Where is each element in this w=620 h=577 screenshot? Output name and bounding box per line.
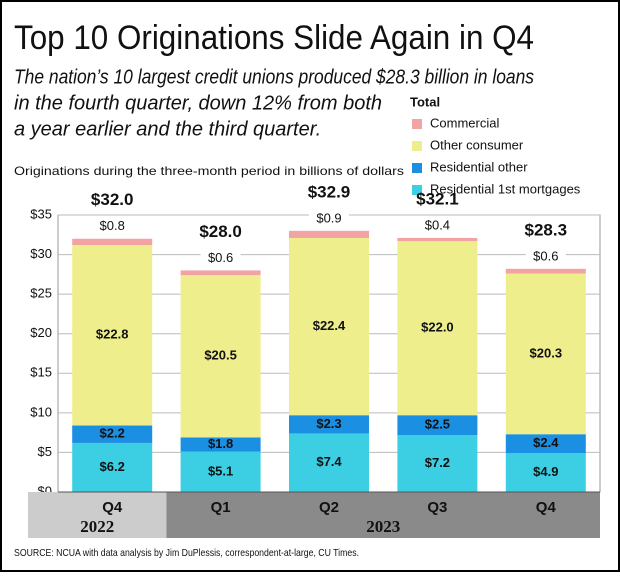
value-label: $5.1 [208,463,233,478]
bar-segment [180,437,261,452]
bar-segment [72,425,153,443]
legend-label: Commercial [430,115,499,130]
value-label: $0.6 [208,250,233,265]
bar-segment [505,273,586,435]
x-tick-label: Q3 [427,499,447,516]
subtitle-line: The nation’s 10 largest credit unions pr… [14,66,534,88]
legend-label: Residential 1st mortgages [430,181,581,196]
bar-segment [289,433,369,492]
y-axis-label: Originations during the three-month peri… [14,164,404,178]
year-box [166,492,600,538]
year-label: 2022 [80,517,114,536]
bar-segment [397,237,478,242]
value-label: $1.8 [208,436,233,451]
value-label: $2.5 [425,417,450,432]
legend-swatch [412,185,422,195]
value-label: $20.3 [530,345,563,360]
total-label: $28.0 [199,222,242,241]
x-tick-label: Q2 [319,499,339,516]
value-label: $20.5 [204,348,237,363]
value-label: $22.8 [96,327,129,342]
y-tick-label: $15 [30,365,52,380]
legend-swatch [412,119,422,129]
y-tick-label: $10 [30,404,52,419]
subtitle-line: a year earlier and the third quarter. [14,118,321,140]
legend-label: Residential other [430,159,528,174]
bar-segment [397,241,478,416]
bar-segment [180,270,261,276]
legend-title: Total [410,94,440,109]
value-label: $2.3 [316,416,341,431]
bar-segment [180,275,261,438]
y-tick-label: $35 [30,206,52,221]
label-box [309,209,349,226]
value-label: $0.9 [316,210,341,225]
value-label: $2.4 [533,435,559,450]
bar-segment [289,237,369,416]
bar-segment [72,245,153,426]
value-label: $0.4 [425,217,450,232]
source: SOURCE: NCUA with data analysis by Jim D… [14,547,359,559]
value-label: $7.4 [316,454,342,469]
legend-label: Other consumer [430,137,524,152]
x-tick-label: Q4 [536,499,557,516]
total-label: $32.0 [91,190,134,209]
bar-segment [72,238,153,246]
y-tick-label: $20 [30,325,52,340]
value-label: $7.2 [425,455,450,470]
bar-segment [505,453,586,492]
value-label: $4.9 [533,464,558,479]
label-box [525,247,566,264]
value-label: $0.8 [100,218,125,233]
label-box [200,249,241,266]
subtitle-line: in the fourth quarter, down 12% from bot… [14,92,382,114]
value-label: $22.0 [421,320,454,335]
legend-swatch [412,163,422,173]
bar-segment [505,268,586,274]
chart-title: Top 10 Originations Slide Again in Q4 [14,19,534,57]
value-label: $2.2 [100,426,125,441]
y-tick-label: $5 [38,444,52,459]
total-label: $28.3 [525,220,568,239]
bar-segment [397,435,478,492]
value-label: $22.4 [313,318,346,333]
label-box [92,217,133,234]
bar-segment [397,415,478,436]
year-box [28,492,167,538]
total-label: $32.1 [416,189,459,208]
bar-segment [289,230,369,238]
bar-segment [289,415,369,434]
subtitle: The nation’s 10 largest credit unions pr… [14,66,534,140]
bar-segment [72,442,153,492]
y-tick-label: $25 [30,286,52,301]
total-label: $32.9 [308,182,351,201]
label-box [417,216,458,233]
legend-swatch [412,141,422,151]
value-label: $6.2 [100,459,125,474]
x-tick-label: Q4 [102,499,123,516]
year-label: 2023 [366,517,400,536]
x-tick-label: Q1 [211,499,231,516]
value-label: $0.6 [533,248,558,263]
bar-segment [180,451,261,492]
bar-segment [505,434,586,454]
y-tick-label: $30 [30,246,52,261]
